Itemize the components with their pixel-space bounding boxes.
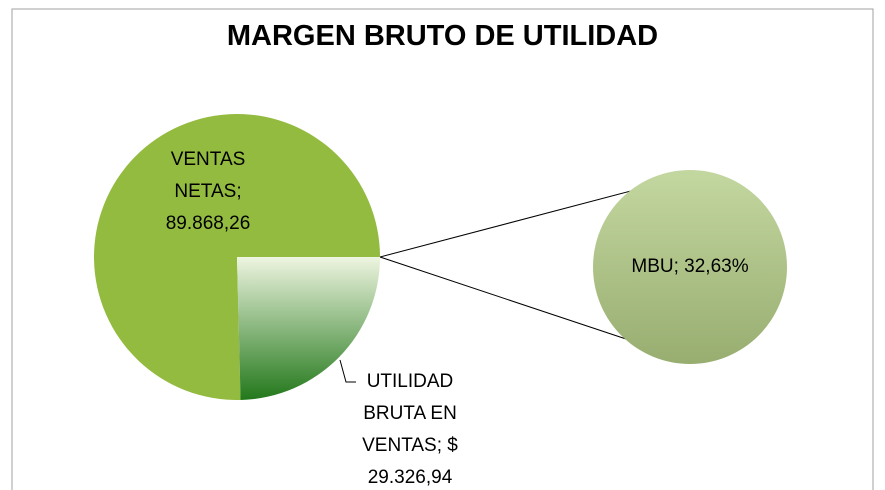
- frame: [11, 8, 874, 490]
- secondary-slice: [593, 170, 787, 364]
- pie-slice: [94, 114, 381, 401]
- data-label: VENTAS NETAS; 89.868,26: [165, 149, 251, 234]
- pie-slice: [237, 257, 380, 400]
- data-label: UTILIDAD BRUTA EN VENTAS; $ 29.326,94: [362, 371, 458, 488]
- data-label: MBU; 32,63%: [631, 256, 749, 277]
- chart-title: MARGEN BRUTO DE UTILIDAD: [226, 20, 659, 52]
- leader-line: [339, 359, 356, 383]
- connector: [379, 256, 666, 353]
- connector: [379, 181, 666, 258]
